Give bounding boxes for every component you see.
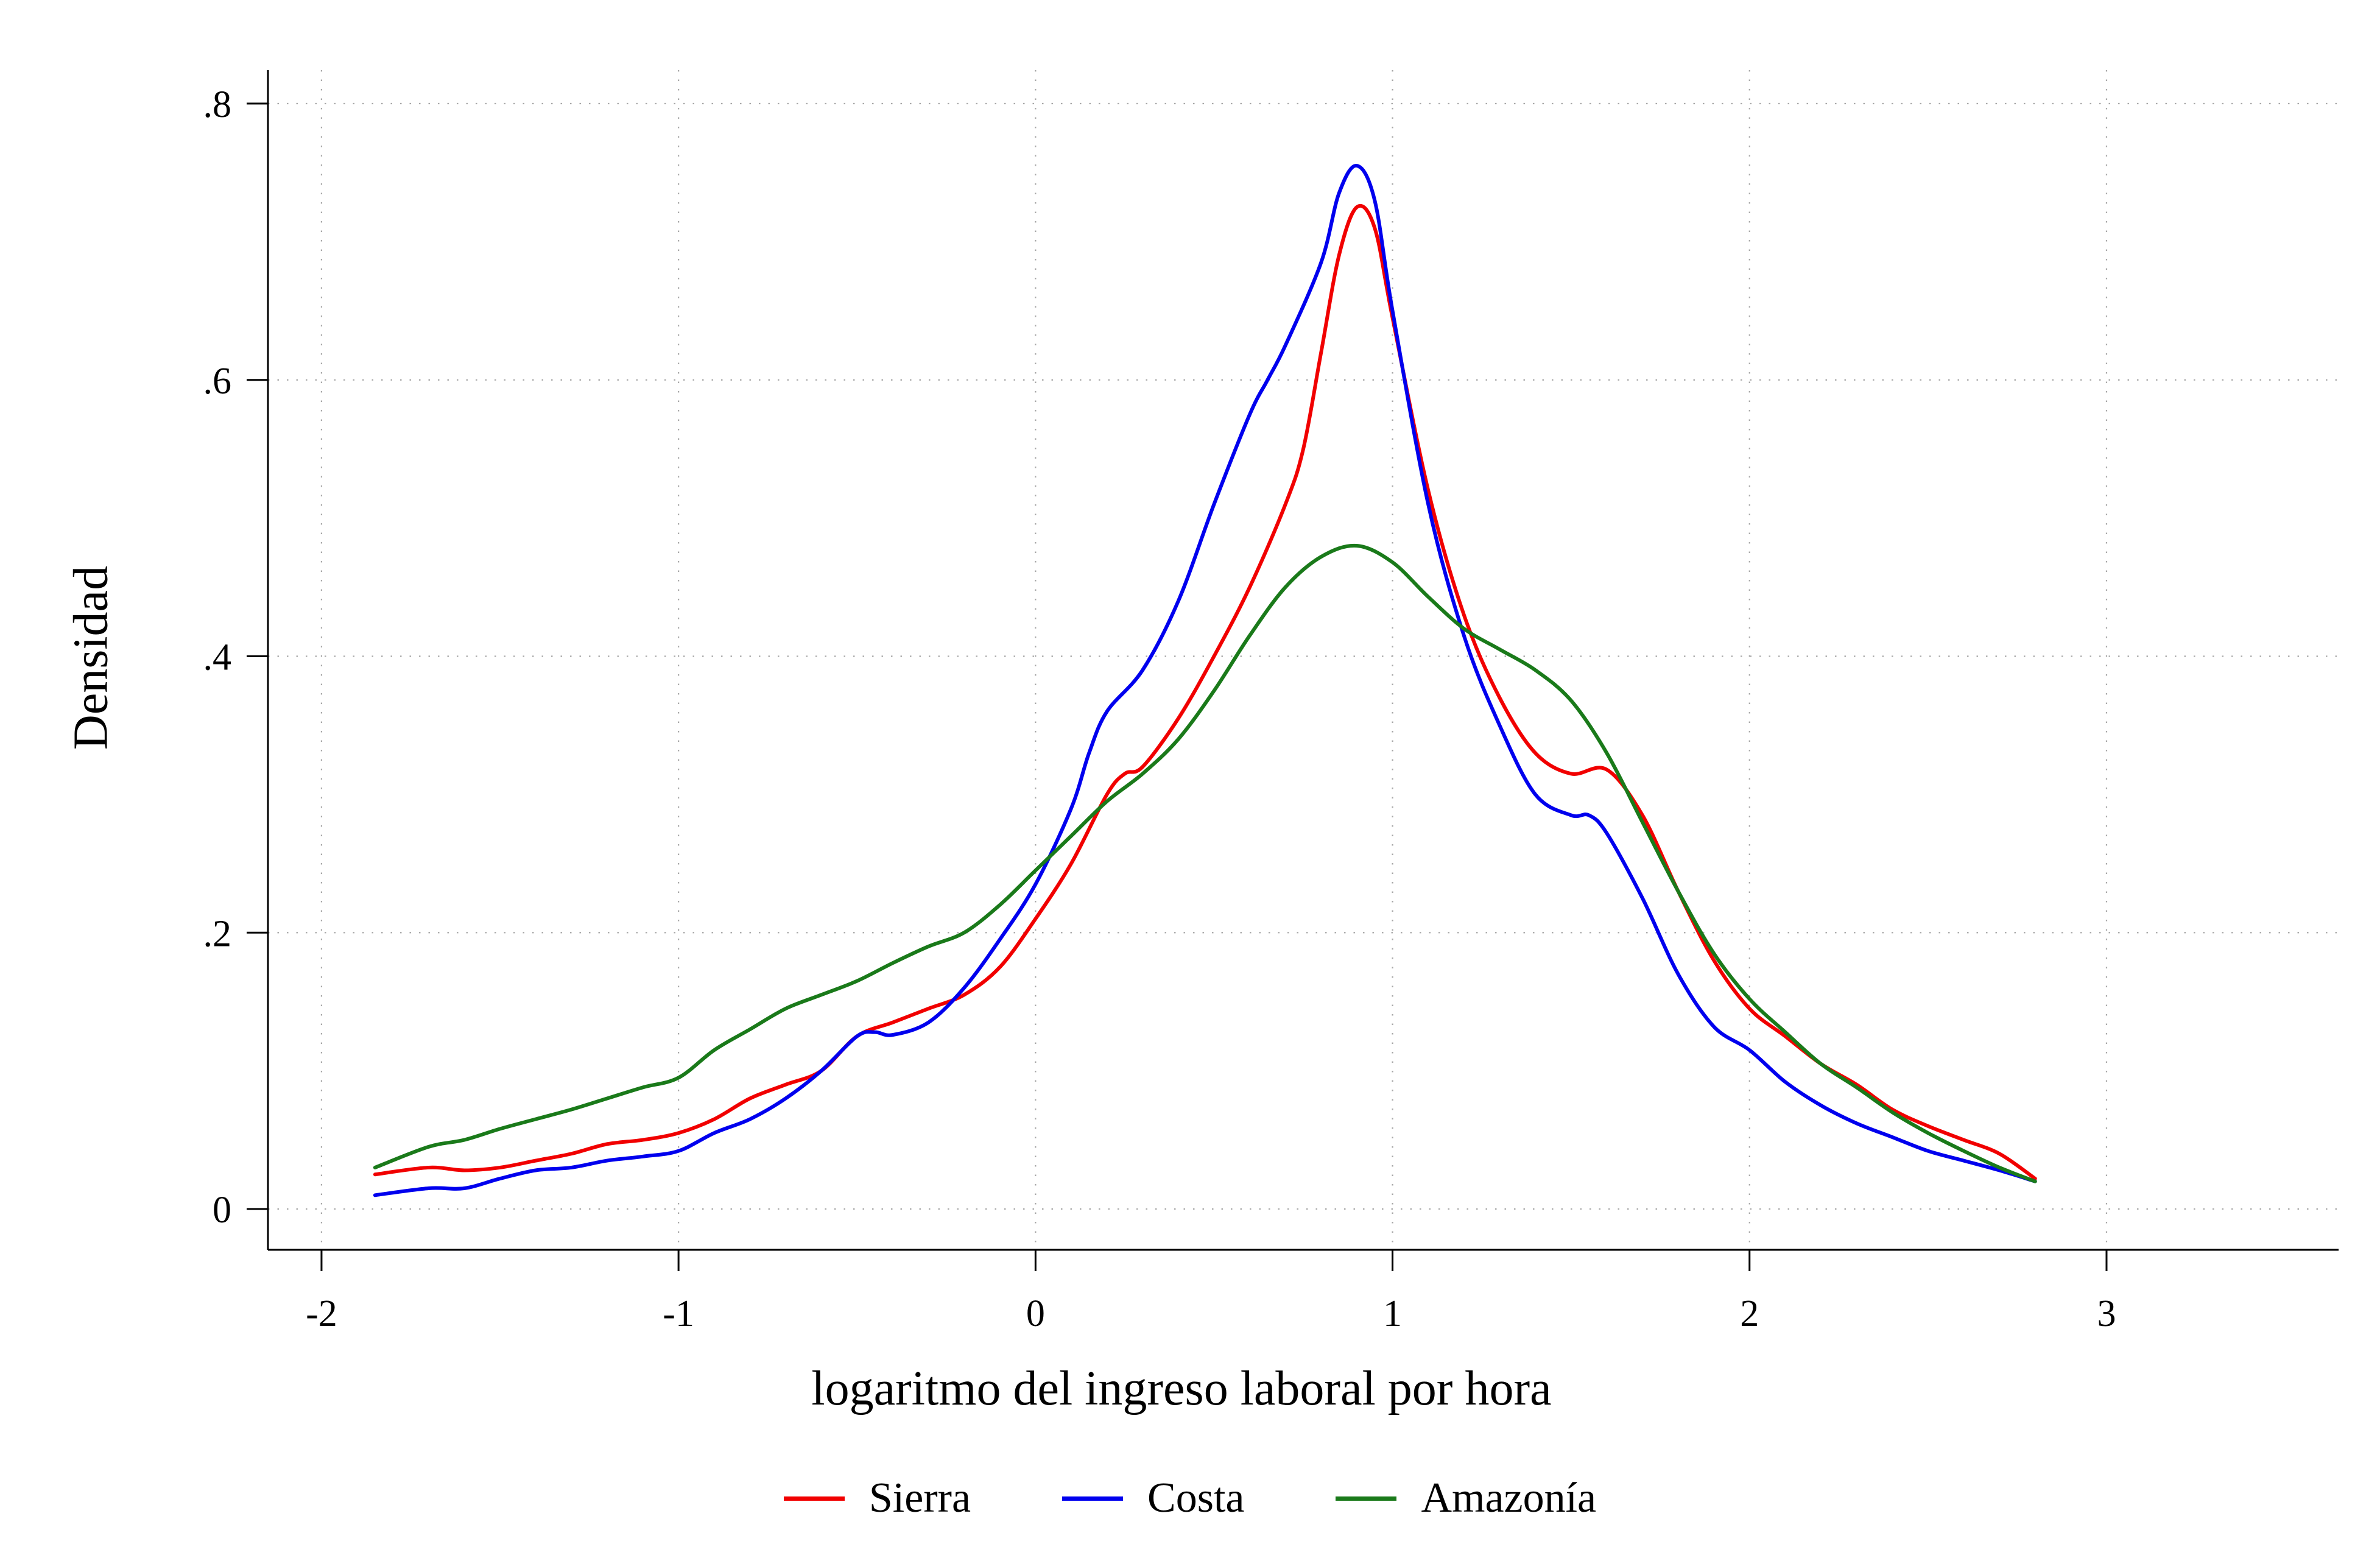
- y-tick-label: .2: [203, 913, 232, 954]
- y-tick-label: 0: [213, 1190, 231, 1231]
- y-tick-label: .4: [203, 637, 232, 679]
- costa-curve: [373, 164, 2037, 1197]
- x-tick-label: -1: [663, 1293, 694, 1334]
- legend: Sierra Costa Amazonía: [0, 1474, 2380, 1523]
- x-tick-label: 0: [1026, 1293, 1045, 1334]
- legend-swatch-amazonia: [1336, 1496, 1397, 1501]
- x-tick-label: 1: [1383, 1293, 1402, 1334]
- x-axis-title: logaritmo del ingreso laboral por hora: [811, 1362, 1552, 1415]
- legend-swatch-costa: [1062, 1496, 1124, 1501]
- amazonia-curve: [373, 543, 2037, 1183]
- sierra-curve: [373, 204, 2037, 1181]
- legend-item-amazonia: Amazonía: [1336, 1474, 1596, 1523]
- x-tick-label: -2: [306, 1293, 337, 1334]
- legend-item-costa: Costa: [1062, 1474, 1244, 1523]
- legend-label-costa: Costa: [1147, 1475, 1245, 1521]
- legend-item-sierra: Sierra: [783, 1474, 971, 1523]
- legend-swatch-sierra: [783, 1496, 845, 1501]
- legend-label-amazonia: Amazonía: [1421, 1475, 1597, 1521]
- y-tick-label: .6: [203, 361, 232, 402]
- density-chart: -2 -1 0 1 2 3 0 .2 .4 .6 .8: [203, 70, 2339, 1334]
- x-tick-label: 2: [1740, 1293, 1759, 1334]
- x-tick-label: 3: [2097, 1293, 2116, 1334]
- legend-label-sierra: Sierra: [868, 1475, 971, 1521]
- y-tick-label: .8: [203, 84, 232, 125]
